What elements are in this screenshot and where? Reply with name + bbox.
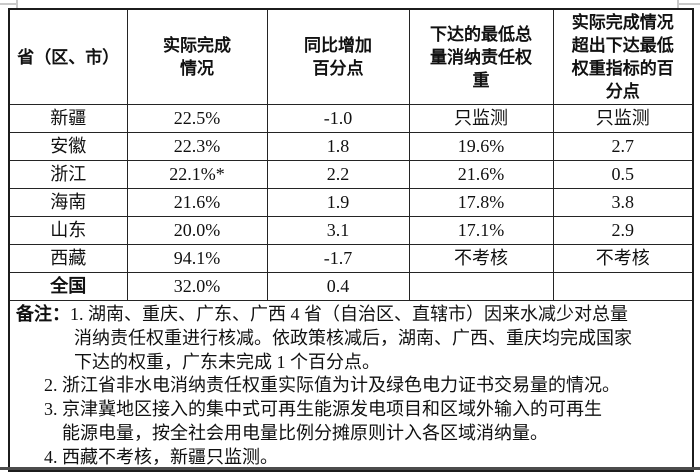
cell-excess: 2.7: [552, 132, 694, 161]
table-row: 海南 21.6% 1.9 17.8% 3.8: [8, 188, 694, 217]
note-line-5: 3. 京津冀地区接入的集中式可再生能源发电项目和区域外输入的可再生: [44, 399, 602, 420]
note-line-6: 能源电量，按全社会用电量比例分摊原则计入各区域消纳量。: [62, 422, 548, 443]
cell-yoy: -1.7: [266, 244, 410, 273]
cell-yoy: 2.2: [266, 160, 410, 189]
notes-label: 备注：: [16, 304, 70, 324]
cell-province: 浙江: [8, 160, 128, 189]
table-row: 浙江 22.1%* 2.2 21.6% 0.5: [8, 160, 694, 189]
note-text: 1. 湖南、重庆、广东、广西 4 省（自治区、直辖市）因来水减少对总量: [70, 304, 628, 324]
cell-min-weight: 不考核: [408, 244, 554, 273]
cell-yoy: 1.9: [266, 188, 410, 217]
top-right-fragment-line: [677, 0, 679, 10]
table-row: 西藏 94.1% -1.7 不考核 不考核: [8, 244, 694, 273]
top-left-fragment-line: [16, 0, 18, 10]
header-row: 省（区、市） 实际完成 情况 同比增加 百分点 下达的最低总 量消纳责任权 重 …: [8, 8, 694, 105]
table-row-national-total: 全国 32.0% 0.4: [8, 272, 694, 301]
cell-min-weight: 21.6%: [408, 160, 554, 189]
cell-excess: 只监测: [552, 104, 694, 133]
cell-province: 全国: [8, 272, 128, 301]
top-right-fragment-line: [678, 3, 700, 5]
cell-yoy: -1.0: [266, 104, 410, 133]
table-row: 新疆 22.5% -1.0 只监测 只监测: [8, 104, 694, 133]
cell-excess: 0.5: [552, 160, 694, 189]
consumption-weight-table: 省（区、市） 实际完成 情况 同比增加 百分点 下达的最低总 量消纳责任权 重 …: [8, 8, 694, 472]
cell-actual: 22.1%*: [126, 160, 268, 189]
table-row: 安徽 22.3% 1.8 19.6% 2.7: [8, 132, 694, 161]
cell-province: 安徽: [8, 132, 128, 161]
header-province: 省（区、市）: [8, 8, 128, 105]
header-actual-completion: 实际完成 情况: [126, 8, 268, 105]
cell-province: 新疆: [8, 104, 128, 133]
cell-yoy: 1.8: [266, 132, 410, 161]
header-yoy-increase: 同比增加 百分点: [266, 8, 410, 105]
notes-block: 备注：1. 湖南、重庆、广东、广西 4 省（自治区、直辖市）因来水减少对总量 消…: [8, 299, 694, 472]
cell-yoy: 3.1: [266, 216, 410, 245]
note-line-1: 备注：1. 湖南、重庆、广东、广西 4 省（自治区、直辖市）因来水减少对总量: [10, 303, 692, 327]
cell-excess: 2.9: [552, 216, 694, 245]
table-row: 山东 20.0% 3.1 17.1% 2.9: [8, 216, 694, 245]
note-line-7: 4. 西藏不考核，新疆只监测。: [44, 446, 278, 467]
note-line-2: 消纳责任权重进行核减。依政策核减后，湖南、广西、重庆均完成国家: [74, 327, 632, 348]
cell-min-weight: 17.8%: [408, 188, 554, 217]
header-min-weight: 下达的最低总 量消纳责任权 重: [408, 8, 554, 105]
notes-row: 备注：1. 湖南、重庆、广东、广西 4 省（自治区、直辖市）因来水减少对总量 消…: [8, 299, 694, 472]
cell-province: 西藏: [8, 244, 128, 273]
cell-actual: 94.1%: [126, 244, 268, 273]
cell-actual: 20.0%: [126, 216, 268, 245]
header-excess-over-min: 实际完成情况 超出下达最低 权重指标的百 分点: [552, 8, 694, 105]
cell-yoy: 0.4: [266, 272, 410, 301]
top-left-fragment-line: [0, 3, 18, 5]
cell-excess: [552, 272, 694, 301]
cell-min-weight: 17.1%: [408, 216, 554, 245]
cell-actual: 32.0%: [126, 272, 268, 301]
cell-min-weight: 只监测: [408, 104, 554, 133]
cell-min-weight: [408, 272, 554, 301]
cell-actual: 22.5%: [126, 104, 268, 133]
cell-province: 山东: [8, 216, 128, 245]
cell-min-weight: 19.6%: [408, 132, 554, 161]
cell-actual: 22.3%: [126, 132, 268, 161]
cell-excess: 3.8: [552, 188, 694, 217]
note-line-3: 下达的权重，广东未完成 1 个百分点。: [74, 351, 380, 372]
cell-excess: 不考核: [552, 244, 694, 273]
note-line-4: 2. 浙江省非水电消纳责任权重实际值为计及绿色电力证书交易量的情况。: [44, 375, 620, 396]
cell-province: 海南: [8, 188, 128, 217]
page-bottom-rule: [0, 467, 700, 470]
cell-actual: 21.6%: [126, 188, 268, 217]
